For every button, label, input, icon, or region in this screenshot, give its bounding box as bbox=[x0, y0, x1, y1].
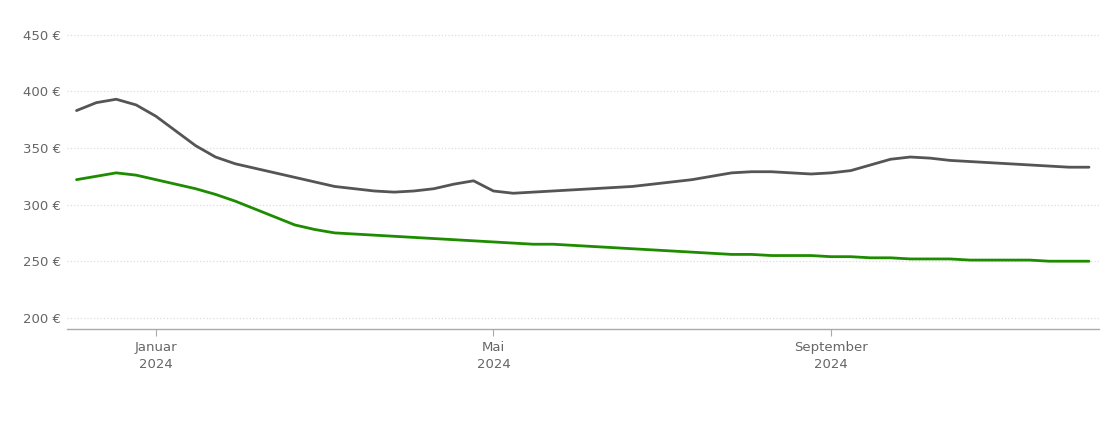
Sackware bbox=[70, 108, 83, 113]
lose Ware bbox=[110, 170, 123, 176]
Sackware bbox=[586, 186, 599, 191]
Line: Sackware: Sackware bbox=[77, 99, 1089, 193]
Sackware bbox=[110, 97, 123, 102]
lose Ware bbox=[447, 237, 461, 242]
Sackware bbox=[447, 181, 461, 187]
Sackware bbox=[646, 181, 659, 187]
lose Ware bbox=[169, 181, 182, 187]
Sackware bbox=[1082, 165, 1096, 170]
lose Ware bbox=[626, 246, 639, 251]
Sackware bbox=[725, 170, 738, 176]
lose Ware bbox=[745, 252, 758, 257]
lose Ware bbox=[705, 251, 718, 256]
Sackware bbox=[169, 128, 182, 133]
lose Ware bbox=[1082, 259, 1096, 264]
lose Ware bbox=[1042, 259, 1056, 264]
Sackware bbox=[765, 169, 778, 174]
Line: lose Ware: lose Ware bbox=[77, 173, 1089, 261]
lose Ware bbox=[70, 177, 83, 182]
Sackware bbox=[506, 191, 519, 196]
lose Ware bbox=[566, 243, 579, 248]
